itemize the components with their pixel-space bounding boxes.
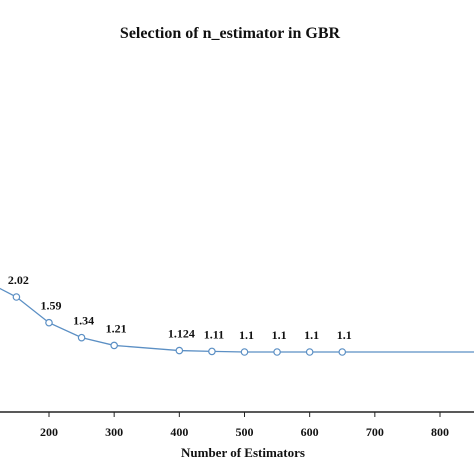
data-point xyxy=(12,293,21,301)
data-label: 1.11 xyxy=(204,327,224,341)
data-point xyxy=(175,346,184,355)
x-tick-label: 300 xyxy=(105,425,123,439)
x-tick-label: 200 xyxy=(40,425,58,439)
data-point xyxy=(208,347,216,356)
data-point xyxy=(110,341,118,350)
data-label: 2.02 xyxy=(8,273,29,287)
data-point xyxy=(45,318,53,327)
data-label: 1.124 xyxy=(168,327,195,341)
x-ticks: 200 300 400 500 600 700 800 xyxy=(40,412,449,439)
data-label: 1.1 xyxy=(272,328,287,342)
x-tick-label: 500 xyxy=(236,425,254,439)
series-line xyxy=(0,287,474,353)
data-labels: 2.02 1.59 1.34 1.21 1.124 1.11 1.1 1.1 1.1 1.1 xyxy=(8,273,352,342)
data-label: 1.21 xyxy=(106,321,127,335)
data-point xyxy=(240,348,249,356)
data-label: 1.59 xyxy=(41,299,62,313)
data-point xyxy=(338,348,347,356)
x-tick-label: 400 xyxy=(170,425,188,439)
x-axis-label: Number of Estimators xyxy=(181,445,305,460)
data-point xyxy=(305,348,314,356)
data-label: 1.1 xyxy=(239,328,254,342)
data-point xyxy=(77,333,86,342)
series-group xyxy=(0,287,474,356)
data-point xyxy=(273,348,281,356)
data-label: 1.1 xyxy=(304,328,319,342)
x-tick-label: 800 xyxy=(431,425,449,439)
data-label: 1.1 xyxy=(337,328,352,342)
data-label: 1.34 xyxy=(73,314,94,328)
chart-title: Selection of n_estimator in GBR xyxy=(120,25,341,42)
x-tick-label: 600 xyxy=(301,425,319,439)
x-tick-label: 700 xyxy=(366,425,384,439)
